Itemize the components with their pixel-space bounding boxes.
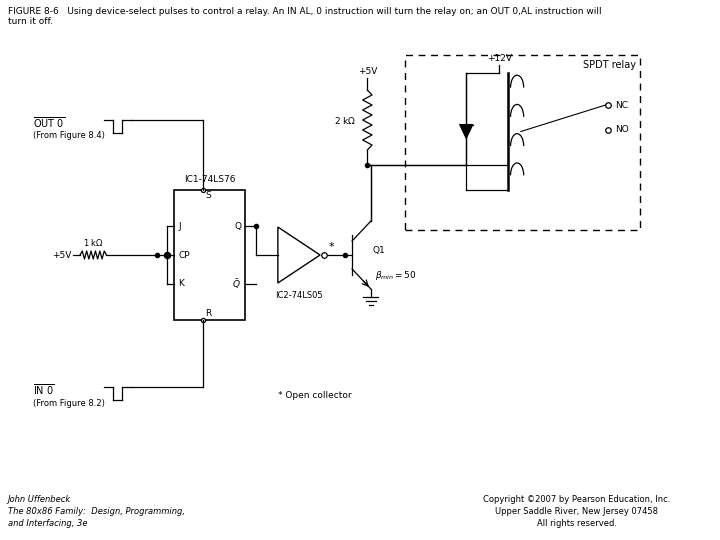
Text: Q: Q — [234, 222, 241, 231]
Text: K: K — [178, 279, 184, 288]
Text: 2 k$\Omega$: 2 k$\Omega$ — [334, 114, 356, 125]
Text: NO: NO — [615, 125, 629, 134]
Text: NC: NC — [615, 100, 628, 110]
Polygon shape — [459, 125, 473, 138]
Text: $\overline{\mathrm{IN\ 0}}$: $\overline{\mathrm{IN\ 0}}$ — [33, 383, 55, 397]
Text: John Uffenbeck
The 80x86 Family:  Design, Programming,
and Interfacing, 3e: John Uffenbeck The 80x86 Family: Design,… — [7, 495, 184, 528]
Text: IC2-74LS05: IC2-74LS05 — [275, 291, 323, 300]
Text: $\bar{Q}$: $\bar{Q}$ — [233, 276, 241, 291]
Text: FIGURE 8-6   Using device-select pulses to control a relay. An IN AL, 0 instruct: FIGURE 8-6 Using device-select pulses to… — [7, 7, 601, 26]
Text: (From Figure 8.4): (From Figure 8.4) — [33, 132, 105, 140]
Text: R: R — [205, 309, 212, 319]
Bar — [405, 55, 641, 230]
Bar — [174, 190, 245, 320]
Text: SPDT relay: SPDT relay — [582, 60, 636, 70]
Text: 1 k$\Omega$: 1 k$\Omega$ — [83, 237, 104, 248]
Text: * Open collector: * Open collector — [278, 390, 351, 400]
Text: J: J — [178, 222, 181, 231]
Text: IC1-74LS76: IC1-74LS76 — [184, 175, 235, 184]
Text: +12V: +12V — [487, 54, 512, 63]
Text: +5V: +5V — [52, 251, 71, 260]
Text: (From Figure 8.2): (From Figure 8.2) — [33, 399, 105, 408]
Text: Q1: Q1 — [373, 246, 385, 255]
Text: Copyright ©2007 by Pearson Education, Inc.
Upper Saddle River, New Jersey 07458
: Copyright ©2007 by Pearson Education, In… — [483, 495, 670, 528]
Text: CP: CP — [178, 251, 189, 260]
Text: *: * — [328, 242, 334, 252]
Text: $\overline{\mathrm{OUT\ 0}}$: $\overline{\mathrm{OUT\ 0}}$ — [33, 116, 65, 130]
Text: +5V: +5V — [358, 67, 377, 76]
Text: S: S — [205, 192, 211, 200]
Text: $\beta_{min}=50$: $\beta_{min}=50$ — [374, 268, 416, 281]
